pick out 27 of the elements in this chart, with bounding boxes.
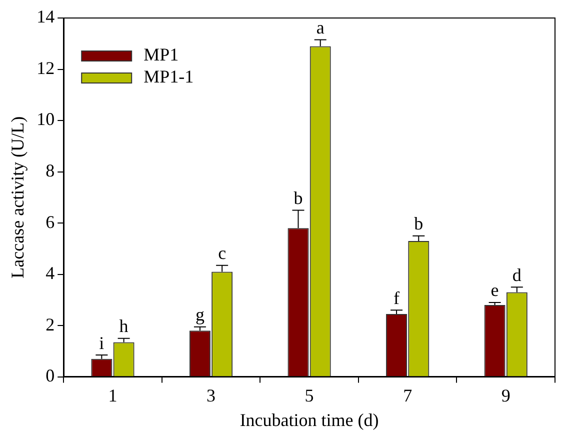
y-tick-label: 4: [46, 263, 55, 284]
data-label: b: [414, 214, 424, 234]
data-label: d: [512, 264, 522, 285]
legend-label: MP1: [144, 44, 179, 65]
data-label: g: [195, 304, 204, 325]
y-tick-label: 8: [46, 160, 55, 181]
data-label: i: [99, 332, 104, 353]
data-label: h: [119, 316, 128, 336]
data-label: f: [394, 288, 400, 308]
y-tick-label: 12: [36, 58, 55, 78]
y-tick-label: 2: [46, 314, 55, 334]
x-tick-label: 3: [206, 385, 216, 406]
y-axis-title: Laccase activity (U/L): [8, 116, 28, 278]
x-tick-label: 7: [403, 385, 412, 406]
y-tick-label: 0: [46, 366, 55, 386]
x-axis-title: Incubation time (d): [240, 410, 379, 430]
x-tick-label: 5: [304, 385, 314, 406]
legend-label: MP1-1: [144, 66, 194, 87]
data-label: e: [490, 280, 499, 300]
data-label: c: [218, 243, 226, 264]
data-label: a: [316, 18, 324, 38]
data-label: b: [294, 188, 303, 208]
x-tick-label: 9: [501, 385, 510, 406]
y-tick-label: 14: [36, 6, 55, 27]
y-tick-label: 10: [36, 109, 55, 130]
y-tick-label: 6: [46, 212, 55, 232]
x-tick-label: 1: [108, 385, 118, 406]
